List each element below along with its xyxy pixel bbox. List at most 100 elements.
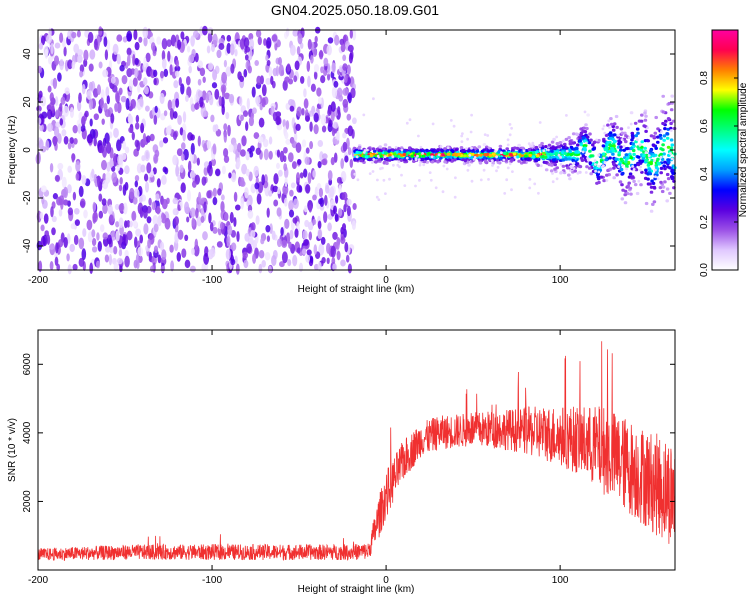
heatmap-cell [53, 126, 60, 138]
heatmap-cell [662, 134, 667, 138]
heatmap-cell [126, 219, 131, 228]
heatmap-cell [403, 184, 407, 188]
heatmap-cell [59, 118, 64, 126]
heatmap-cell [660, 189, 665, 194]
heatmap-cell [172, 197, 179, 205]
heatmap-cell [147, 238, 152, 249]
heatmap-cell [418, 179, 421, 182]
heatmap-cell [272, 185, 279, 193]
heatmap-cell [635, 191, 640, 196]
heatmap-cell [102, 172, 107, 182]
heatmap-cell [175, 165, 180, 177]
heatmap-cell [326, 257, 330, 265]
heatmap-cell [225, 66, 232, 77]
heatmap-cell [533, 182, 537, 186]
heatmap-cell [558, 141, 563, 145]
heatmap-cell [246, 97, 250, 110]
heatmap-cell [167, 50, 171, 62]
heatmap-cell [157, 215, 162, 227]
heatmap-cell [334, 212, 339, 223]
heatmap-cell [628, 149, 632, 153]
heatmap-cell [597, 170, 601, 174]
heatmap-cell [128, 126, 134, 134]
heatmap-cell [77, 123, 82, 134]
heatmap-cell [45, 139, 50, 151]
heatmap-cell [597, 153, 601, 157]
heatmap-cell [623, 189, 628, 193]
heatmap-cell [351, 220, 356, 231]
heatmap-cell [224, 92, 230, 100]
heatmap-cell [491, 161, 496, 165]
heatmap-cell [118, 184, 123, 192]
heatmap-cell [114, 203, 120, 211]
heatmap-cell [524, 154, 528, 158]
heatmap-cell [133, 29, 138, 41]
heatmap-cell [616, 133, 620, 137]
heatmap-cell [417, 158, 421, 161]
heatmap-cell [242, 110, 249, 117]
heatmap-cell [293, 132, 298, 142]
heatmap-cell [88, 98, 94, 110]
heatmap-cell [422, 163, 426, 167]
heatmap-cell [459, 146, 464, 150]
heatmap-cell [250, 112, 255, 120]
heatmap-cell [482, 143, 487, 147]
heatmap-cell [513, 146, 517, 150]
heatmap-cell [430, 155, 434, 159]
heatmap-cell [303, 88, 307, 98]
heatmap-cell [149, 133, 155, 142]
heatmap-cell [134, 122, 140, 130]
heatmap-cell [86, 90, 92, 100]
heatmap-cell [491, 164, 494, 167]
heatmap-cell [254, 59, 259, 67]
heatmap-cell [274, 101, 278, 111]
heatmap-cell [635, 138, 639, 142]
heatmap-cell [135, 228, 141, 237]
heatmap-cell [214, 124, 219, 132]
heatmap-cell [512, 152, 517, 156]
heatmap-cell [612, 176, 616, 180]
heatmap-cell [40, 224, 45, 232]
heatmap-cell [383, 155, 387, 159]
heatmap-cell [511, 170, 514, 174]
heatmap-cell [240, 114, 244, 121]
heatmap-cell [567, 157, 571, 161]
heatmap-cell [83, 49, 89, 62]
heatmap-cell [617, 165, 621, 169]
heatmap-cell [309, 141, 314, 150]
heatmap-cell [134, 174, 140, 182]
heatmap-cell [60, 96, 66, 105]
heatmap-cell [199, 96, 204, 108]
heatmap-cell [252, 253, 257, 264]
heatmap-cell [646, 163, 651, 167]
heatmap-cell [566, 166, 570, 170]
heatmap-cell [301, 107, 305, 116]
heatmap-cell [221, 71, 228, 84]
heatmap-cell [612, 144, 616, 148]
heatmap-cell [555, 142, 560, 146]
heatmap-cell [669, 126, 673, 130]
heatmap-cell [300, 75, 305, 84]
heatmap-cell [46, 34, 52, 44]
heatmap-cell [632, 179, 636, 183]
heatmap-cell [394, 145, 398, 149]
heatmap-cell [143, 36, 148, 47]
heatmap-cell [540, 141, 544, 146]
heatmap-cell [457, 152, 462, 156]
heatmap-cell [161, 175, 167, 185]
heatmap-cell [557, 145, 561, 149]
heatmap-cell [656, 140, 660, 144]
heatmap-cell [156, 205, 161, 215]
heatmap-cell [55, 242, 59, 254]
heatmap-cell [460, 140, 464, 144]
heatmap-cell [486, 134, 490, 137]
heatmap-cell [291, 140, 297, 149]
heatmap-cell [203, 252, 210, 265]
heatmap-cell [614, 157, 618, 161]
heatmap-cell [283, 163, 288, 172]
heatmap-cell [607, 119, 611, 123]
heatmap-cell [321, 153, 328, 160]
heatmap-cell [212, 33, 218, 46]
heatmap-cell [463, 158, 468, 163]
